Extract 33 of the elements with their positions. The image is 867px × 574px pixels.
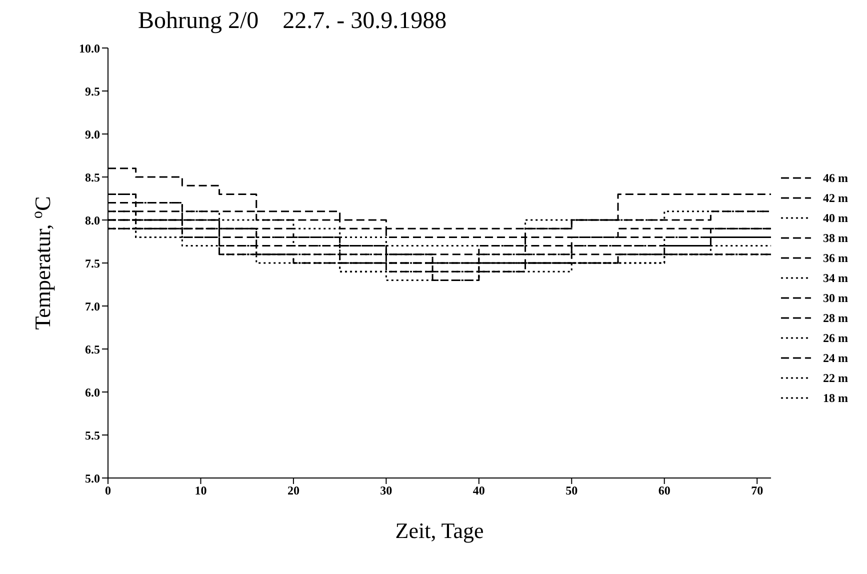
- legend-label: 18 m: [823, 390, 848, 406]
- legend-label: 40 m: [823, 210, 848, 226]
- y-tick-label: 7.5: [85, 256, 100, 270]
- y-tick-label: 8.5: [85, 170, 100, 184]
- y-tick-label: 9.0: [85, 127, 100, 142]
- y-tick-label: 7.0: [85, 299, 100, 314]
- x-tick-label: 20: [287, 484, 300, 498]
- y-tick-label: 5.5: [85, 428, 100, 442]
- legend-label: 34 m: [823, 270, 848, 286]
- legend-label: 22 m: [823, 370, 848, 386]
- legend-label: 30 m: [823, 290, 848, 306]
- x-tick-label: 10: [194, 484, 207, 498]
- legend-label: 46 m: [823, 170, 848, 186]
- y-tick-label: 8.0: [85, 213, 100, 228]
- y-tick-label: 6.5: [85, 342, 100, 356]
- y-tick-label: 6.0: [85, 385, 100, 400]
- x-tick-label: 40: [472, 484, 485, 498]
- x-tick-label: 50: [566, 484, 578, 498]
- x-tick-label: 60: [658, 484, 670, 498]
- legend-label: 26 m: [823, 330, 848, 346]
- y-tick-label: 10.0: [79, 41, 100, 56]
- legend-label: 36 m: [823, 250, 848, 266]
- x-tick-label: 70: [751, 484, 764, 498]
- x-axis-title: Zeit, Tage: [395, 518, 484, 543]
- chart-title: Bohrung 2/0 22.7. - 30.9.1988: [138, 8, 447, 35]
- x-tick-label: 30: [380, 484, 392, 498]
- x-tick-label: 0: [105, 484, 111, 498]
- y-tick-label: 9.5: [85, 84, 100, 98]
- legend-label: 24 m: [823, 350, 848, 366]
- y-tick-label: 5.0: [85, 471, 100, 486]
- legend-label: 42 m: [823, 190, 848, 206]
- legend-label: 28 m: [823, 310, 848, 326]
- legend-label: 38 m: [823, 230, 848, 246]
